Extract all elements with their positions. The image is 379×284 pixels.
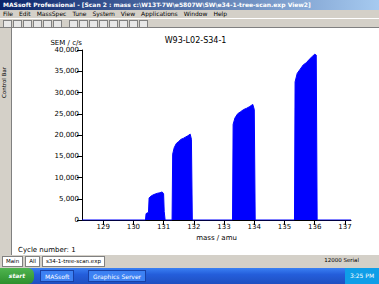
- svg-text:10,000: 10,000: [55, 174, 80, 182]
- html-text:System: System: [92, 10, 115, 17]
- html-text:MASsoft: MASsoft: [45, 273, 70, 280]
- html-text:start: start: [8, 272, 26, 279]
- html-text:12000 Serial: 12000 Serial: [324, 257, 359, 263]
- html-text:View: View: [120, 10, 136, 17]
- svg-text:5,000: 5,000: [59, 195, 79, 203]
- html-text:Window: Window: [183, 10, 208, 17]
- svg-text:SEM / c/s: SEM / c/s: [50, 38, 82, 47]
- html-text:Main: Main: [6, 258, 20, 264]
- svg-text:15,000: 15,000: [55, 152, 80, 160]
- html-text:Help: Help: [213, 10, 228, 17]
- svg-text:35,000: 35,000: [55, 67, 80, 75]
- svg-text:25,000: 25,000: [55, 110, 80, 118]
- svg-text:W93-L02-S34-1: W93-L02-S34-1: [165, 36, 227, 45]
- html-text:File: File: [3, 10, 13, 17]
- html-text:MASsoft Professional - [Scan 2: MASsoft Professional - [Scan 2 : mass c:…: [3, 1, 311, 8]
- svg-text:mass / amu: mass / amu: [196, 234, 237, 242]
- html-text:Graphics Server: Graphics Server: [93, 273, 142, 280]
- html-text:3:25 PM: 3:25 PM: [349, 272, 375, 279]
- html-text:Edit: Edit: [19, 10, 31, 17]
- html-text:MassSpec: MassSpec: [36, 10, 67, 17]
- svg-text:30,000: 30,000: [55, 89, 80, 97]
- svg-text:20,000: 20,000: [55, 131, 80, 139]
- svg-text:Cycle number: 1: Cycle number: 1: [18, 246, 76, 254]
- html-text:Control Bar: Control Bar: [1, 67, 7, 98]
- svg-text:133: 133: [217, 223, 230, 231]
- svg-text:132: 132: [187, 223, 200, 231]
- svg-text:40,000: 40,000: [55, 46, 80, 54]
- html-text:All: All: [29, 258, 36, 264]
- svg-text:131: 131: [157, 223, 170, 231]
- svg-text:134: 134: [248, 223, 262, 231]
- svg-text:130: 130: [127, 223, 140, 231]
- svg-text:137: 137: [338, 223, 351, 231]
- svg-text:129: 129: [96, 223, 109, 231]
- svg-text:136: 136: [308, 223, 322, 231]
- html-text:Tune: Tune: [72, 10, 87, 17]
- html-text:Applications: Applications: [141, 10, 178, 17]
- html-text:s34-1-tree-scan.exp: s34-1-tree-scan.exp: [46, 258, 101, 264]
- svg-text:135: 135: [278, 223, 291, 231]
- svg-text:0: 0: [75, 216, 79, 224]
